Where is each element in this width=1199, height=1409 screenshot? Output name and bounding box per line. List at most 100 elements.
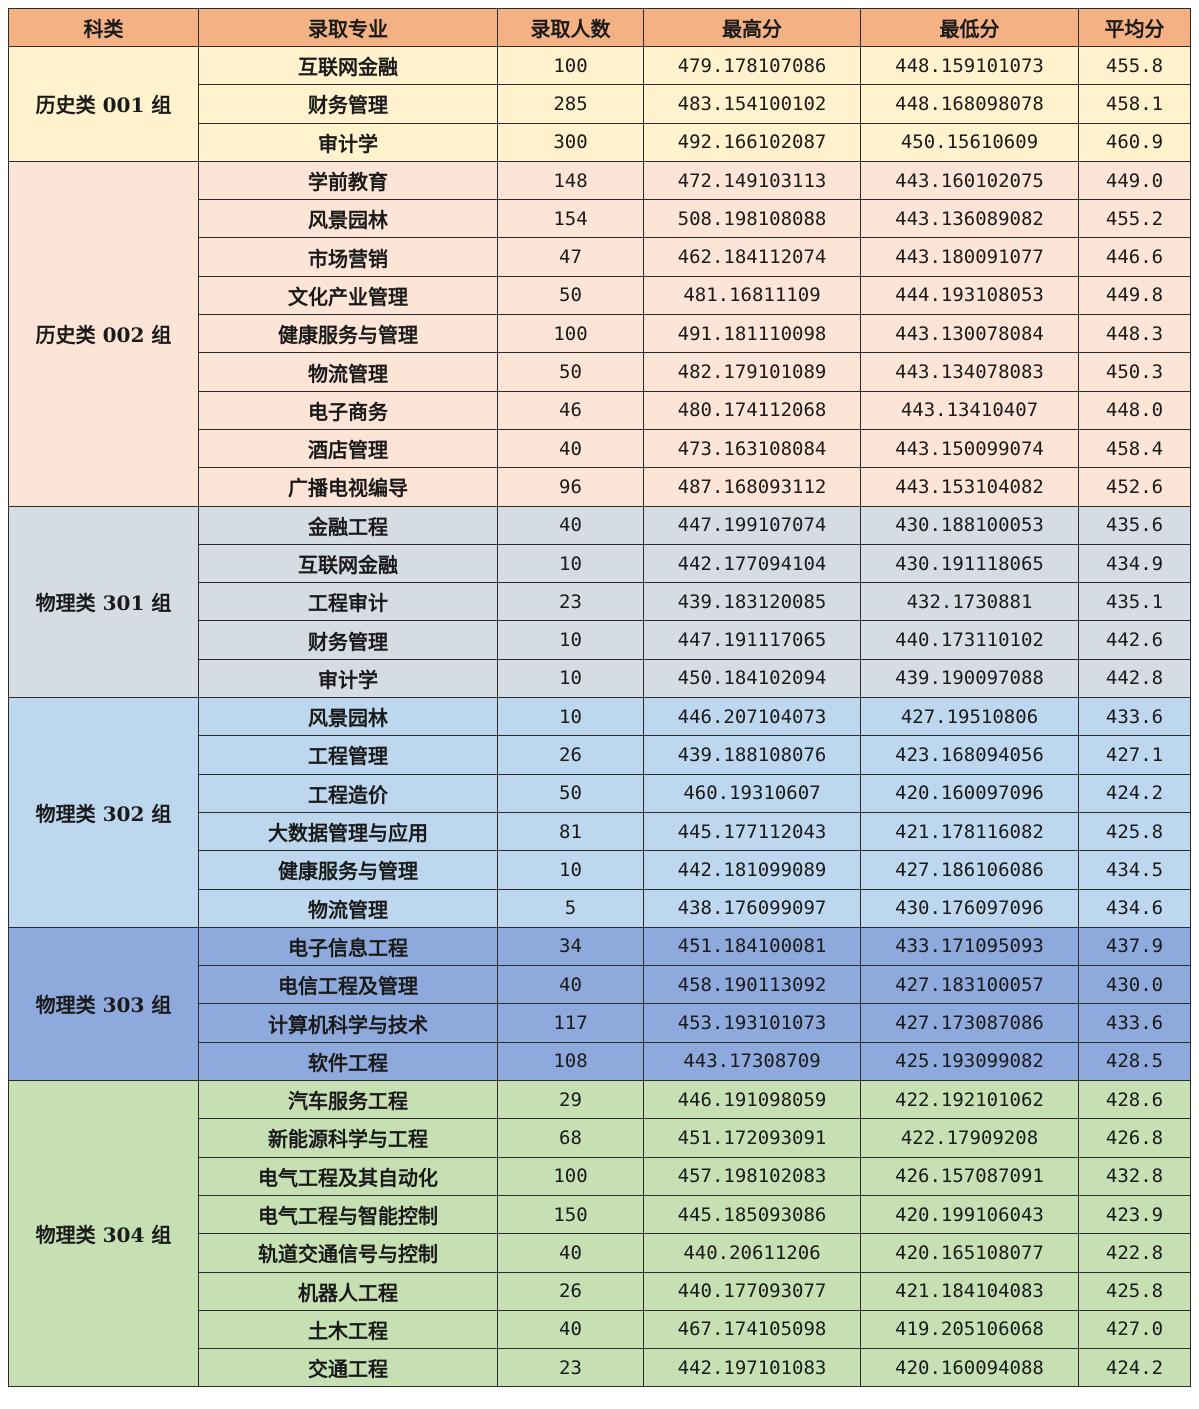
avg-score-cell: 434.6	[1078, 888, 1191, 928]
max-score-cell: 442.181099089	[643, 850, 861, 890]
min-score-cell: 423.168094056	[860, 735, 1079, 775]
min-score-cell: 420.165108077	[860, 1233, 1079, 1273]
max-score-cell: 442.197101083	[643, 1348, 861, 1388]
major-cell: 风景园林	[198, 697, 498, 737]
major-cell: 市场营销	[198, 237, 498, 277]
table-body: 历史类 001 组互联网金融 100 479.178107086 448.159101…	[8, 45, 1191, 1388]
avg-score-cell: 446.6	[1078, 237, 1191, 277]
count-cell: 5	[497, 888, 644, 928]
table-row: 电气工程与智能控制 150 445.185093086 420.199106043 42…	[8, 1194, 1191, 1235]
major-cell: 健康服务与管理	[198, 314, 498, 354]
count-cell: 10	[497, 697, 644, 737]
min-score-cell: 427.183100057	[860, 965, 1079, 1005]
table-row: 物理类 301 组金融工程 40 447.199107074 430.18810005…	[8, 505, 1191, 699]
group-cell: 物理类 304 组	[8, 1080, 199, 1388]
avg-score-cell: 432.8	[1078, 1156, 1191, 1196]
min-score-cell: 430.191118065	[860, 543, 1079, 584]
min-score-cell: 427.173087086	[860, 1003, 1079, 1043]
min-score-cell: 419.205106068	[860, 1309, 1079, 1350]
count-cell: 68	[497, 1118, 644, 1158]
min-score-cell: 427.186106086	[860, 850, 1079, 890]
max-score-cell: 440.20611206	[643, 1233, 861, 1273]
max-score-cell: 473.163108084	[643, 428, 861, 469]
avg-score-cell: 425.8	[1078, 1271, 1191, 1311]
avg-score-cell: 449.8	[1078, 275, 1191, 316]
table-row: 审计学 300 492.166102087 450.15610609 460.9	[8, 122, 1191, 162]
count-cell: 10	[497, 658, 644, 699]
header-row: 科类 录取专业 录取人数 最高分 最低分 平均分	[8, 8, 1191, 47]
major-cell: 汽车服务工程	[198, 1080, 498, 1120]
count-cell: 108	[497, 1041, 644, 1082]
major-cell: 工程管理	[198, 735, 498, 775]
table-row: 计算机科学与技术 117 453.193101073 427.173087086 433…	[8, 1003, 1191, 1043]
max-score-cell: 439.188108076	[643, 735, 861, 775]
table-row: 工程审计 23 439.183120085 432.1730881 435.1	[8, 582, 1191, 622]
major-cell: 学前教育	[198, 160, 498, 201]
max-score-cell: 450.184102094	[643, 658, 861, 699]
avg-score-cell: 455.8	[1078, 45, 1191, 86]
max-score-cell: 440.177093077	[643, 1271, 861, 1311]
min-score-cell: 443.153104082	[860, 467, 1079, 507]
avg-score-cell: 426.8	[1078, 1118, 1191, 1158]
avg-score-cell: 435.1	[1078, 582, 1191, 622]
table-row: 风景园林 154 508.198108088 443.136089082 455.2	[8, 199, 1191, 239]
major-cell: 新能源科学与工程	[198, 1118, 498, 1158]
group-cell: 历史类 001 组	[8, 46, 199, 162]
avg-score-cell: 427.0	[1078, 1309, 1191, 1350]
major-cell: 软件工程	[198, 1041, 498, 1082]
major-cell: 电气工程及其自动化	[198, 1156, 498, 1196]
table-row: 物理类 304 组汽车服务工程 29 446.191098059 422.192101…	[8, 1080, 1191, 1388]
major-cell: 金融工程	[198, 505, 498, 545]
avg-score-cell: 433.6	[1078, 1003, 1191, 1043]
major-cell: 财务管理	[198, 620, 498, 660]
min-score-cell: 443.130078084	[860, 314, 1079, 354]
avg-score-cell: 434.9	[1078, 543, 1191, 584]
count-cell: 10	[497, 620, 644, 660]
min-score-cell: 444.193108053	[860, 275, 1079, 316]
header-count: 录取人数	[497, 8, 644, 47]
max-score-cell: 447.191117065	[643, 620, 861, 660]
table-row: 工程造价 50 460.19310607 420.160097096 424.2	[8, 773, 1191, 813]
table-row: 历史类 002 组学前教育 148 472.149103113 443.1601020…	[8, 160, 1191, 507]
table-row: 财务管理 285 483.154100102 448.168098078 458.1	[8, 84, 1191, 124]
min-score-cell: 443.180091077	[860, 237, 1079, 277]
avg-score-cell: 425.8	[1078, 811, 1191, 852]
count-cell: 50	[497, 352, 644, 392]
avg-score-cell: 452.6	[1078, 467, 1191, 507]
table-row: 物流管理 5 438.176099097 430.176097096 434.6	[8, 888, 1191, 928]
count-cell: 40	[497, 965, 644, 1005]
count-cell: 148	[497, 160, 644, 201]
max-score-cell: 453.193101073	[643, 1003, 861, 1043]
count-cell: 34	[497, 926, 644, 967]
max-score-cell: 457.198102083	[643, 1156, 861, 1196]
max-score-cell: 467.174105098	[643, 1309, 861, 1350]
max-score-cell: 508.198108088	[643, 199, 861, 239]
max-score-cell: 483.154100102	[643, 84, 861, 124]
min-score-cell: 421.178116082	[860, 811, 1079, 852]
min-score-cell: 422.192101062	[860, 1080, 1079, 1120]
table-row: 电信工程及管理 40 458.190113092 427.183100057 430.0	[8, 965, 1191, 1005]
table-row: 工程管理 26 439.188108076 423.168094056 427.1	[8, 735, 1191, 775]
max-score-cell: 491.181110098	[643, 314, 861, 354]
major-cell: 互联网金融	[198, 45, 498, 86]
min-score-cell: 430.188100053	[860, 505, 1079, 545]
count-cell: 300	[497, 122, 644, 162]
header-major: 录取专业	[198, 8, 498, 47]
max-score-cell: 458.190113092	[643, 965, 861, 1005]
count-cell: 154	[497, 199, 644, 239]
avg-score-cell: 428.6	[1078, 1080, 1191, 1120]
max-score-cell: 460.19310607	[643, 773, 861, 813]
max-score-cell: 442.177094104	[643, 543, 861, 584]
avg-score-cell: 427.1	[1078, 735, 1191, 775]
count-cell: 40	[497, 428, 644, 469]
max-score-cell: 462.184112074	[643, 237, 861, 277]
avg-score-cell: 422.8	[1078, 1233, 1191, 1273]
min-score-cell: 420.199106043	[860, 1194, 1079, 1235]
max-score-cell: 438.176099097	[643, 888, 861, 928]
min-score-cell: 425.193099082	[860, 1041, 1079, 1082]
min-score-cell: 420.160094088	[860, 1348, 1079, 1388]
max-score-cell: 447.199107074	[643, 505, 861, 545]
major-cell: 广播电视编导	[198, 467, 498, 507]
major-cell: 工程造价	[198, 773, 498, 813]
avg-score-cell: 437.9	[1078, 926, 1191, 967]
